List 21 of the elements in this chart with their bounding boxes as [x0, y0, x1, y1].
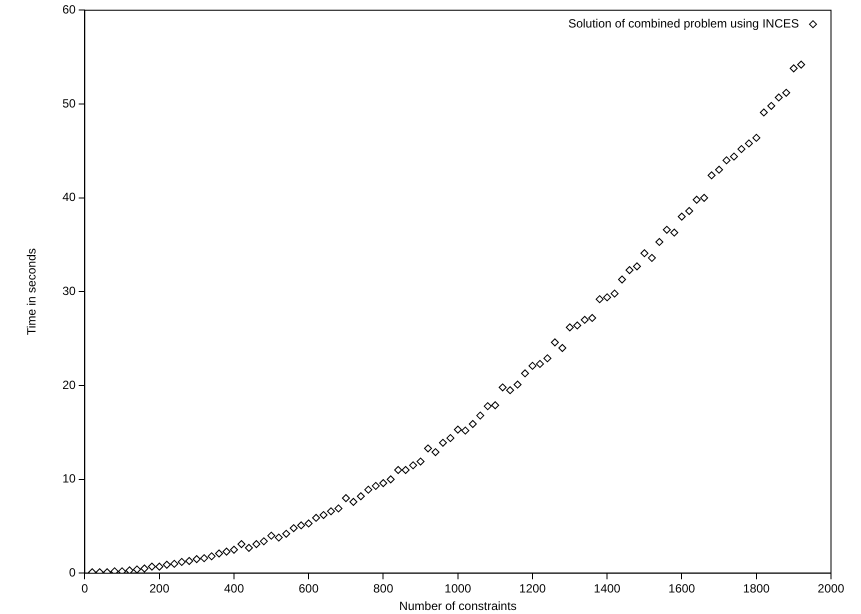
- x-tick-label: 1400: [594, 582, 621, 596]
- y-tick-label: 60: [62, 2, 76, 17]
- y-tick-label: 30: [62, 284, 76, 298]
- y-tick-label: 10: [62, 472, 76, 486]
- x-tick-label: 1800: [743, 582, 770, 596]
- y-tick-label: 50: [62, 96, 76, 110]
- y-tick-label: 40: [62, 190, 76, 204]
- y-axis-title: Time in seconds: [24, 248, 39, 336]
- x-tick-label: 400: [224, 582, 244, 596]
- x-tick-label: 0: [81, 582, 88, 596]
- x-tick-label: 600: [298, 582, 319, 596]
- x-tick-label: 2000: [818, 582, 845, 596]
- x-axis-title: Number of constraints: [399, 599, 517, 614]
- y-tick-label: 0: [69, 566, 76, 580]
- legend-label: Solution of combined problem using INCES: [568, 16, 799, 31]
- x-tick-label: 1200: [519, 582, 546, 596]
- x-tick-label: 200: [149, 582, 170, 596]
- x-tick-label: 800: [373, 582, 394, 596]
- x-tick-label: 1600: [668, 582, 696, 596]
- x-tick-label: 1000: [444, 582, 472, 596]
- y-tick-label: 20: [62, 378, 76, 392]
